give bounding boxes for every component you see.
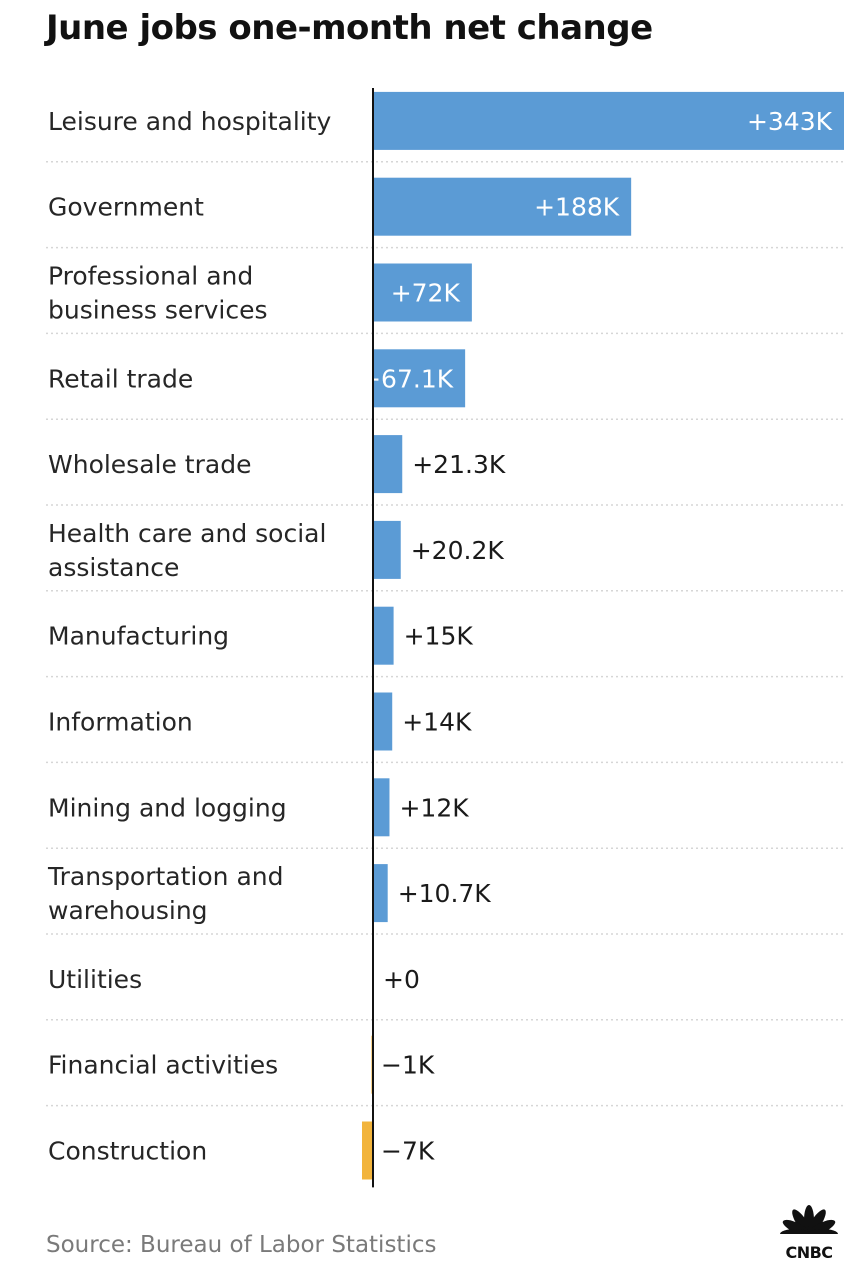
category-label: Leisure and hospitality [48, 107, 332, 136]
data-label: +14K [402, 708, 472, 737]
bar [362, 1121, 373, 1180]
bar [373, 778, 390, 837]
logo-wordmark: CNBC [785, 1243, 832, 1262]
bar-chart: Leisure and hospitality +343K Government +1… [46, 88, 844, 1188]
bar [373, 263, 472, 322]
data-label: +67.1K [360, 364, 454, 393]
bar [373, 435, 403, 494]
category-label: Professional and business services [48, 262, 267, 325]
data-label: −1K [381, 1051, 435, 1080]
cnbc-logo: CNBC [770, 1205, 848, 1262]
bar [373, 177, 632, 236]
category-label: Wholesale trade [48, 450, 251, 479]
category-label: Financial activities [48, 1051, 278, 1080]
data-label: +12K [399, 793, 469, 822]
bar [373, 692, 393, 751]
data-label: −7K [381, 1137, 435, 1166]
bar [373, 864, 388, 923]
category-label: Health care and social assistance [48, 519, 326, 582]
category-label: Manufacturing [48, 622, 229, 651]
chart-title: June jobs one-month net change [46, 8, 653, 48]
bar [373, 606, 394, 665]
data-label: +21.3K [412, 450, 506, 479]
bar [373, 520, 401, 579]
category-label: Transportation and warehousing [47, 862, 284, 925]
data-label: +188K [534, 193, 620, 222]
data-label: +10.7K [398, 879, 492, 908]
category-label: Retail trade [48, 364, 193, 393]
source-note: Source: Bureau of Labor Statistics [46, 1232, 437, 1258]
category-label: Mining and logging [48, 793, 287, 822]
data-label: +343K [747, 107, 833, 136]
category-label: Utilities [48, 965, 142, 994]
bar [373, 91, 844, 150]
category-label: Government [48, 193, 204, 222]
data-label: +0 [383, 965, 420, 994]
bar [373, 349, 466, 408]
peacock-logo [770, 1205, 848, 1240]
data-label: +20.2K [411, 536, 505, 565]
category-label: Information [48, 708, 193, 737]
data-label: +72K [391, 279, 461, 308]
data-label: +15K [404, 622, 474, 651]
category-label: Construction [48, 1137, 207, 1166]
